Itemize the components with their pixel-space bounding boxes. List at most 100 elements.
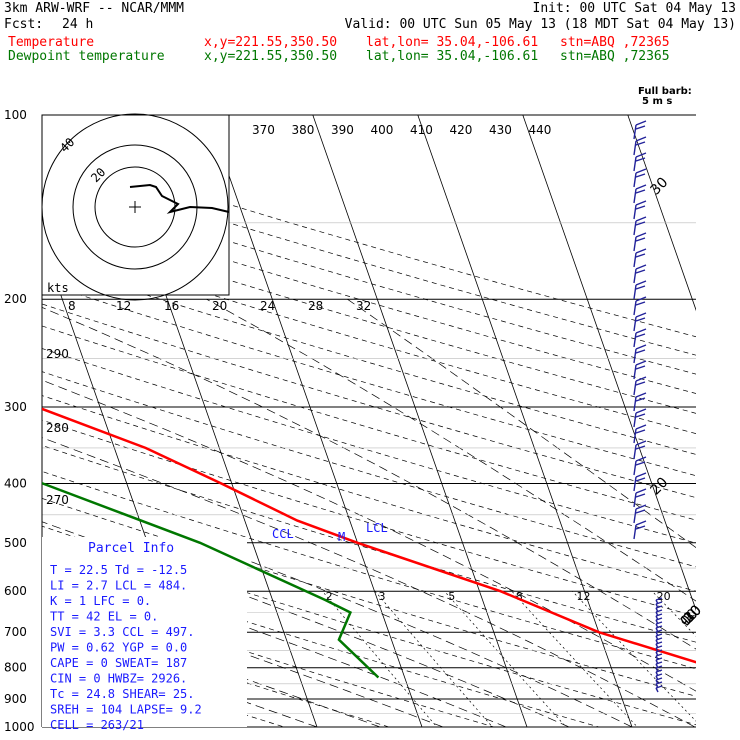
mixing-ratio-label: 2 — [326, 590, 333, 603]
barb-legend-units: 5 m s — [642, 96, 672, 107]
pressure-tick-label: 400 — [4, 476, 27, 490]
theta-label-top: 430 — [489, 123, 512, 137]
dewpoint-legend-label: Dewpoint temperature — [8, 49, 165, 64]
moist-adiabat-line — [42, 379, 696, 692]
hodograph-origin — [129, 201, 141, 213]
hodograph-trace — [129, 183, 230, 214]
pressure-tick-label: 800 — [4, 661, 27, 675]
parcel-info-row: TT = 42 EL = 0. — [50, 610, 158, 624]
wind-barb — [633, 424, 647, 444]
wind-barb — [633, 456, 647, 476]
moist-adiabat-line — [347, 298, 696, 548]
wind-barb — [633, 168, 647, 188]
parcel-info-box: Parcel Info T = 22.5 Td = -12.5 LI = 2.7 L… — [42, 537, 247, 732]
hodograph-units: kts — [47, 281, 69, 295]
isotherm-label: 30 — [648, 174, 672, 198]
parcel-info-row: PW = 0.62 YGP = 0.0 — [50, 641, 187, 655]
wind-barb — [633, 520, 647, 540]
parcel-info-title: Parcel Info — [88, 541, 174, 556]
parcel-info-row: K = 1 LFC = 0. — [50, 594, 151, 608]
model-title: 3km ARW-WRF -- NCAR/MMM — [4, 1, 185, 16]
forecast-hour: 24 h — [62, 17, 94, 32]
mixing-ratio-lines — [322, 590, 696, 727]
dewpoint-legend-xy: x,y=221.55,350.50 — [204, 49, 338, 64]
temperature-line — [42, 407, 696, 664]
dry-adiabat-line — [42, 303, 696, 498]
pressure-tick-label: 200 — [4, 292, 27, 306]
dewpoint-legend-latlon: lat,lon= 35.04,-106.61 — [366, 49, 539, 64]
wind-barb — [633, 120, 647, 140]
mixing-ratio-label: 5 — [448, 590, 455, 603]
theta-label-top: 440 — [529, 123, 552, 137]
hodograph-ring — [41, 113, 229, 301]
mixing-ratio-line — [322, 590, 438, 727]
parcel-info-row: Tc = 24.8 SHEAR= 25. — [50, 687, 195, 701]
init-time: Init: 00 UTC Sat 04 May 13 — [532, 1, 737, 16]
parcel-info-row: T = 22.5 Td = -12.5 — [50, 563, 187, 577]
temperature-legend-latlon: lat,lon= 35.04,-106.61 — [366, 35, 539, 50]
wind-barb — [633, 440, 647, 460]
moist-adiabat-line — [42, 607, 381, 727]
parcel-info-row: SVI = 3.3 CCL = 497. — [50, 625, 195, 639]
dry-adiabat-line — [42, 261, 696, 455]
wind-barbs: Full barb:5 m s — [633, 86, 692, 693]
pressure-tick-label: 600 — [4, 584, 27, 598]
lcl-marker: LCL — [366, 521, 388, 535]
isotherm-line — [207, 115, 423, 727]
parcel-info-row: CELL = 263/21 — [50, 718, 144, 732]
theta-label-top: 420 — [450, 123, 473, 137]
pressure-tick-label: 900 — [4, 692, 27, 706]
wind-barb — [633, 232, 647, 252]
wind-barb — [633, 200, 647, 220]
dry-adiabat-line — [42, 240, 696, 434]
isotherm-line — [627, 115, 696, 312]
theta-label-left: 280 — [46, 421, 69, 435]
mixing-ratio-line — [651, 590, 696, 637]
temperature-legend-label: Temperature — [8, 35, 95, 50]
wind-barb — [633, 216, 647, 236]
hodograph-speed-label: 24 — [260, 299, 275, 313]
theta-label-left: 290 — [46, 347, 69, 361]
mixing-ratio-line — [444, 590, 567, 727]
isotherm-label: 20 — [648, 474, 672, 498]
wind-barb — [633, 472, 647, 492]
wind-barb — [633, 360, 647, 380]
dry-adiabat-line — [42, 615, 391, 727]
wind-barb — [655, 685, 663, 693]
wind-barb — [633, 488, 647, 508]
wind-barb — [633, 328, 647, 348]
pressure-tick-label: 1000 — [4, 720, 35, 734]
hodograph-speed-label: 12 — [116, 299, 131, 313]
isotherm-line — [417, 115, 633, 727]
pressure-tick-label: 500 — [4, 536, 27, 550]
wind-barb — [633, 264, 647, 284]
wind-barb — [633, 296, 647, 316]
dewpoint-series — [42, 481, 380, 679]
theta-label-top: 410 — [410, 123, 433, 137]
theta-label-left: 270 — [46, 493, 69, 507]
dry-adiabat-line — [42, 419, 696, 617]
wind-barb — [633, 504, 647, 524]
m-marker: M — [338, 530, 345, 544]
hodograph-speed-label: 32 — [356, 299, 371, 313]
isotherm-line — [522, 115, 696, 612]
hodograph-speed-label: 20 — [212, 299, 227, 313]
isotherm-line — [728, 101, 740, 740]
mixing-ratio-line — [374, 590, 493, 727]
dewpoint-legend-station: stn=ABQ ,72365 — [560, 49, 670, 64]
wind-barb — [633, 152, 647, 172]
hodograph-speed-label: 8 — [68, 299, 76, 313]
isotherm-line — [312, 115, 528, 727]
ccl-marker: CCL — [272, 527, 294, 541]
temperature-legend-xy: x,y=221.55,350.50 — [204, 35, 338, 50]
wind-barb — [633, 184, 647, 204]
dry-adiabat-line — [42, 325, 696, 521]
wind-barb — [633, 312, 647, 332]
parcel-info-row: CIN = 0 HWBZ= 2926. — [50, 672, 187, 686]
hodograph-speed-label: 28 — [308, 299, 323, 313]
forecast-label: Fcst: — [4, 17, 44, 32]
parcel-info-row: CAPE = 0 SWEAT= 187 — [50, 656, 187, 670]
mixing-ratio-label: 3 — [378, 590, 385, 603]
wind-barb — [633, 408, 647, 428]
